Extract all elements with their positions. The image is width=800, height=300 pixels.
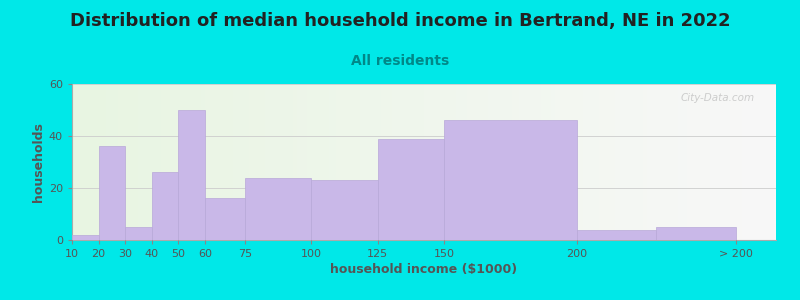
Bar <box>444 120 577 240</box>
Bar <box>152 172 178 240</box>
X-axis label: household income ($1000): household income ($1000) <box>330 263 518 276</box>
Bar <box>205 198 245 240</box>
Bar <box>657 227 736 240</box>
Bar <box>72 235 98 240</box>
Text: Distribution of median household income in Bertrand, NE in 2022: Distribution of median household income … <box>70 12 730 30</box>
Bar <box>311 180 378 240</box>
Bar <box>125 227 152 240</box>
Bar <box>178 110 205 240</box>
Bar <box>98 146 125 240</box>
Bar <box>577 230 657 240</box>
Text: City-Data.com: City-Data.com <box>681 93 755 103</box>
Y-axis label: households: households <box>32 122 45 202</box>
Bar <box>245 178 311 240</box>
Bar <box>378 139 444 240</box>
Text: All residents: All residents <box>351 54 449 68</box>
